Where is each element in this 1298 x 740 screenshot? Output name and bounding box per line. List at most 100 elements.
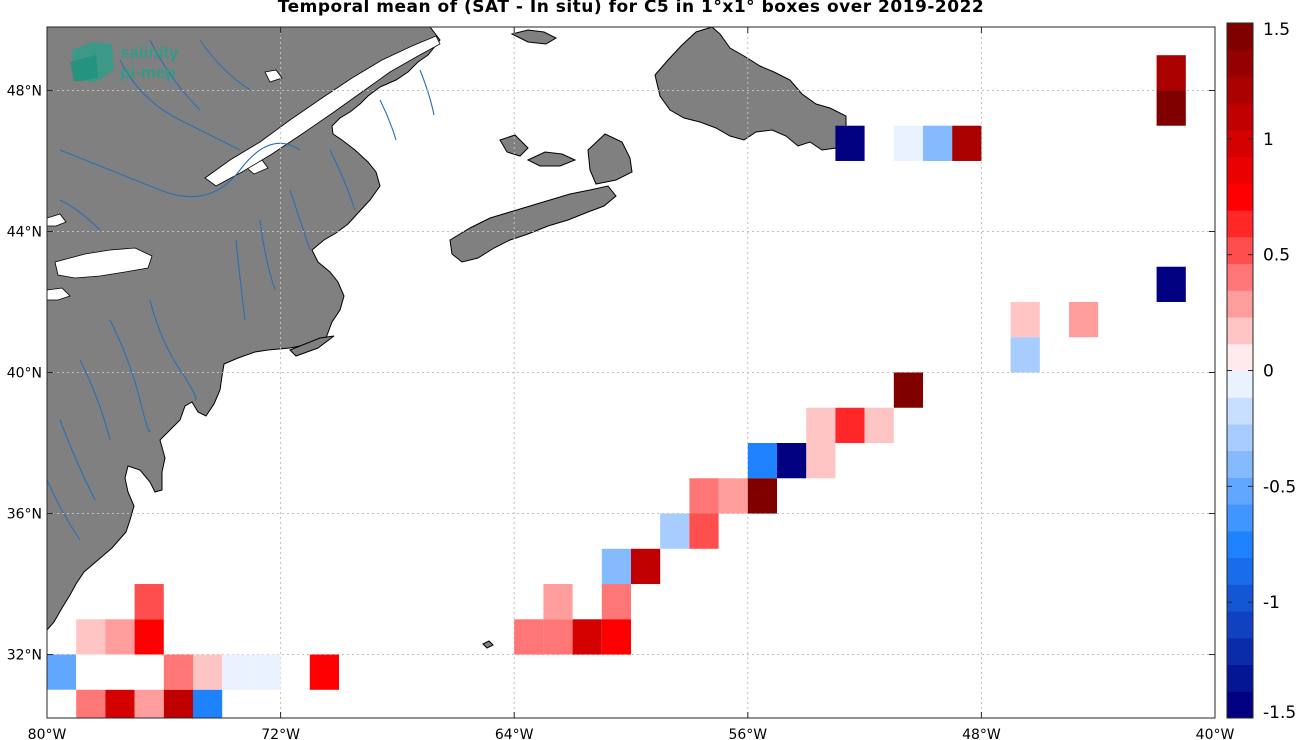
heatmap-cell [163,689,193,718]
logo-text-line2: pi-mep [120,63,176,82]
heatmap-cell [105,619,135,655]
heatmap-cell [47,689,77,718]
heatmap-cell [309,654,339,690]
heatmap-cell [631,548,661,585]
x-tick-label: 80°W [28,727,67,740]
heatmap-cell [835,407,865,444]
heatmap-cell [76,654,106,690]
rivers [47,39,435,541]
heatmap-cell [1010,337,1040,373]
colorbar-swatch [1227,317,1253,345]
colorbar-swatch [1227,423,1253,452]
graticule [47,27,1215,718]
heatmap-cell [134,619,164,655]
logo-mark-shadow-icon [70,55,98,82]
data-cells [47,55,1186,718]
colorbar-swatch [1227,664,1253,692]
colorbar-swatch [1227,637,1253,666]
colorbar-swatch [1227,156,1253,184]
heatmap-cell [543,619,573,655]
heatmap-cell [76,619,106,655]
heatmap-cell [1156,266,1186,302]
colorbar-swatch [1227,504,1253,532]
colorbar-tick-label: 1.5 [1263,20,1290,40]
heatmap-cell [222,654,252,690]
heatmap-cell [47,654,77,690]
heatmap-cell [806,407,836,444]
y-tick-label: 36°N [7,507,42,523]
colorbar-swatch [1227,210,1253,238]
heatmap-cell [105,654,135,690]
heatmap-cell [777,443,807,479]
colorbar-tick-label: -0.5 [1263,477,1296,497]
map-title: Temporal mean of (SAT - In situ) for C5 … [277,0,985,17]
pimep-logo: salinity pi-mep [70,42,179,82]
land-mass [47,27,847,649]
colorbar-swatch [1227,611,1253,639]
heatmap-cell [134,654,164,690]
colorbar-tick-label: 0 [1263,362,1274,382]
colorbar-tick-label: 0.5 [1263,246,1290,266]
colorbar: 1.5 1 0.5 0 -0.5 -1 -1.5 [1226,20,1296,723]
y-tick-label: 44°N [7,224,42,240]
heatmap-cell [1156,55,1186,91]
colorbar-swatch [1227,183,1253,211]
heatmap-cell [514,619,544,655]
heatmap-cell [923,125,953,161]
colorbar-tick-label: 1 [1263,130,1274,150]
colorbar-swatch [1227,23,1253,51]
heatmap-cell [1010,301,1040,338]
colorbar-swatch [1227,691,1253,719]
heatmap-cell [747,478,777,514]
heatmap-cell [163,654,193,690]
colorbar-swatch [1227,290,1253,318]
heatmap-cell [806,443,836,479]
colorbar-swatch [1227,557,1253,585]
colorbar-swatch [1227,397,1253,425]
heatmap-cell [105,689,135,718]
heatmap-cell [864,407,894,444]
map-plot-area: salinity pi-mep [47,27,1215,718]
logo-text-line1: salinity [120,43,179,62]
colorbar-tick-label: -1 [1263,593,1280,613]
colorbar-swatch [1227,370,1253,398]
colorbar-swatch [1227,236,1253,265]
heatmap-cell [134,584,164,620]
heatmap-cell [660,513,690,549]
x-tick-label: 48°W [962,727,1001,740]
heatmap-cell [601,619,631,655]
x-tick-label: 40°W [1196,727,1235,740]
heatmap-cell [601,548,631,585]
y-tick-label: 48°N [7,83,42,99]
colorbar-swatch [1227,103,1253,131]
heatmap-cell [251,654,281,690]
heatmap-cell [543,584,573,620]
colorbar-swatch [1227,76,1253,104]
colorbar-swatch [1227,129,1253,158]
colorbar-swatch [1227,477,1253,505]
heatmap-cell [718,478,748,514]
heatmap-cell [601,584,631,620]
colorbar-swatch [1227,343,1253,371]
colorbar-swatch [1227,584,1253,612]
x-tick-label: 56°W [728,727,767,740]
lakes [47,69,283,301]
heatmap-cell [893,125,923,161]
heatmap-cell [747,443,777,479]
heatmap-cell [193,689,223,718]
colorbar-swatch [1227,450,1253,478]
heatmap-cell [1069,301,1099,338]
heatmap-cell [572,619,602,655]
y-tick-label: 40°N [7,366,42,382]
heatmap-cell [134,689,164,718]
heatmap-cell [952,125,982,161]
axis-ticks: 80°W 72°W 64°W 56°W 48°W 40°W 32°N 36°N 40°N 44°N… [7,27,1235,740]
heatmap-cell [893,372,923,408]
x-tick-label: 72°W [261,727,300,740]
colorbar-swatch [1227,49,1253,77]
heatmap-cell [1156,90,1186,126]
heatmap-cell [76,689,106,718]
colorbar-swatch [1227,530,1253,559]
colorbar-swatch [1227,263,1253,291]
